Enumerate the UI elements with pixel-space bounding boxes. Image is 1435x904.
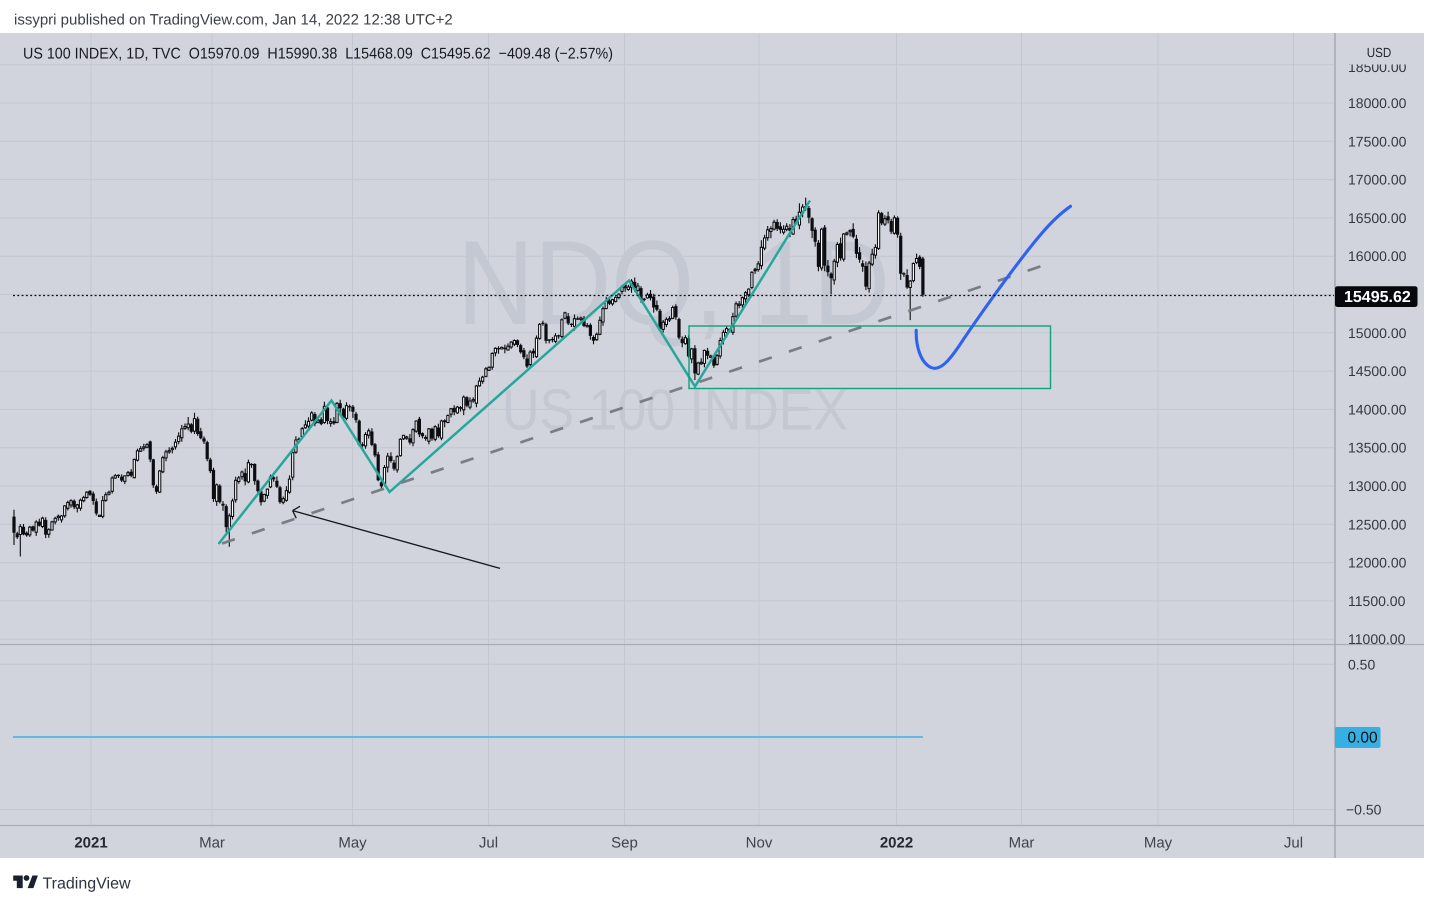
svg-text:14500.00: 14500.00 [1348, 363, 1407, 379]
svg-text:11500.00: 11500.00 [1348, 593, 1406, 609]
svg-text:16500.00: 16500.00 [1348, 210, 1407, 226]
svg-text:16000.00: 16000.00 [1348, 248, 1407, 264]
svg-text:2021: 2021 [74, 835, 107, 852]
svg-text:Mar: Mar [1009, 835, 1035, 852]
svg-text:2022: 2022 [880, 835, 913, 852]
svg-text:14000.00: 14000.00 [1348, 401, 1407, 417]
svg-text:−0.50: −0.50 [1346, 802, 1382, 818]
svg-text:Sep: Sep [611, 835, 638, 852]
svg-text:12500.00: 12500.00 [1348, 516, 1407, 532]
svg-text:Mar: Mar [199, 835, 225, 852]
svg-text:17500.00: 17500.00 [1348, 133, 1407, 149]
svg-text:17000.00: 17000.00 [1348, 172, 1407, 188]
svg-text:0.50: 0.50 [1348, 656, 1375, 672]
svg-text:13500.00: 13500.00 [1348, 440, 1407, 456]
svg-text:11000.00: 11000.00 [1348, 631, 1406, 647]
svg-text:15495.62: 15495.62 [1344, 289, 1411, 306]
svg-text:USD: USD [1367, 45, 1392, 60]
svg-text:12000.00: 12000.00 [1348, 555, 1407, 571]
svg-text:NDQ, 1D: NDQ, 1D [457, 216, 890, 350]
svg-text:0.00: 0.00 [1348, 730, 1379, 747]
svg-text:Jul: Jul [1284, 835, 1303, 852]
svg-text:13000.00: 13000.00 [1348, 478, 1407, 494]
svg-text:US 100 INDEX, 1D, TVC O15970.: US 100 INDEX, 1D, TVC O15970.09 H15990.3… [23, 46, 613, 63]
svg-text:15000.00: 15000.00 [1348, 325, 1407, 341]
svg-text:TradingView: TradingView [43, 876, 131, 893]
svg-text:May: May [1144, 835, 1173, 852]
svg-text:issypri published on TradingVi: issypri published on TradingView.com, Ja… [14, 12, 453, 29]
svg-text:Jul: Jul [479, 835, 498, 852]
svg-text:May: May [338, 835, 367, 852]
svg-text:18000.00: 18000.00 [1348, 95, 1407, 111]
svg-text:Nov: Nov [746, 835, 773, 852]
svg-text:US 100 INDEX: US 100 INDEX [502, 378, 848, 443]
